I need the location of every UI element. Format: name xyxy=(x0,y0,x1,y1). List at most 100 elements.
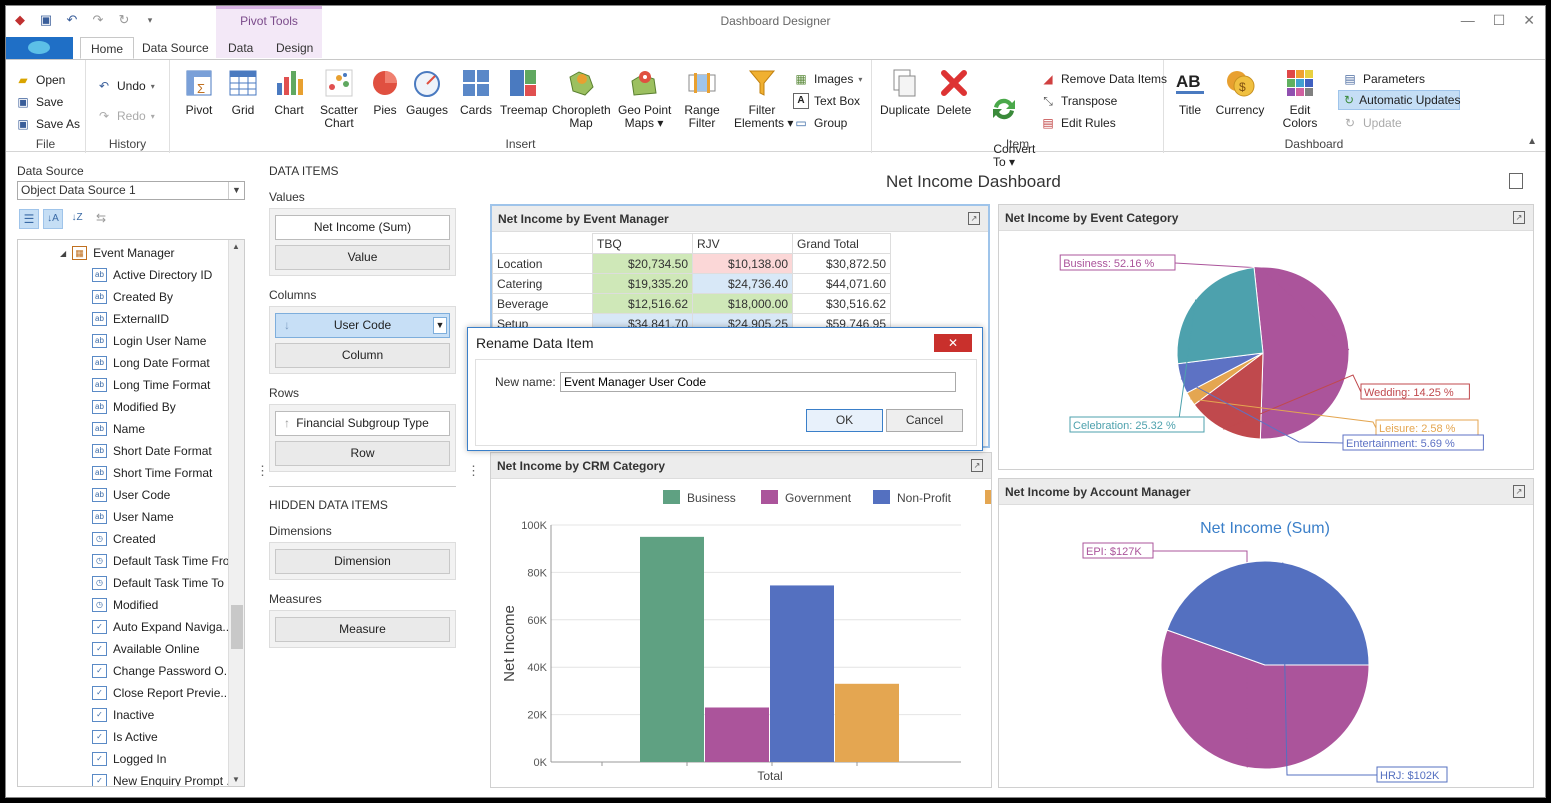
event-category-card[interactable]: Net Income by Event Category ↗ Business:… xyxy=(998,204,1534,470)
pivot-button[interactable]: Σ Pivot xyxy=(178,64,220,117)
pivot-col-header[interactable]: RJV xyxy=(692,233,793,254)
chevron-down-icon[interactable]: ▼ xyxy=(433,317,447,334)
scrollbar-thumb[interactable] xyxy=(231,605,243,649)
field-is-active[interactable]: ✓ Is Active xyxy=(92,726,158,748)
pivot-cell[interactable]: $19,335.20 xyxy=(592,273,693,294)
pivot-row-header[interactable]: Catering xyxy=(492,273,593,294)
export-icon[interactable]: ↗ xyxy=(968,212,980,225)
field-login-user-name[interactable]: ab Login User Name xyxy=(92,330,206,352)
automatic-updates-button[interactable]: ↻ Automatic Updates xyxy=(1338,90,1460,110)
title-button[interactable]: AB Title xyxy=(1172,64,1208,117)
range-filter-button[interactable]: Range Filter xyxy=(678,64,726,130)
field-new-enquiry-prompt[interactable]: ✓ New Enquiry Prompt ... xyxy=(92,770,236,786)
field-default-task-time-from[interactable]: ◷ Default Task Time From xyxy=(92,550,239,572)
tab-data-source[interactable]: Data Source xyxy=(142,41,209,55)
pie-slice[interactable] xyxy=(1176,266,1264,365)
account-manager-pie[interactable]: Net Income (Sum) EPI: $127K HRJ: $102K xyxy=(999,506,1533,788)
pies-button[interactable]: Pies xyxy=(368,64,402,117)
scroll-up-icon[interactable]: ▲ xyxy=(232,242,240,251)
field-name[interactable]: ab Name xyxy=(92,418,145,440)
images-button[interactable]: ▦ Images ▾ xyxy=(793,69,862,89)
duplicate-button[interactable]: Duplicate xyxy=(880,64,930,117)
field-short-time-format[interactable]: ab Short Time Format xyxy=(92,462,212,484)
group-by-type-icon[interactable]: ☰ xyxy=(19,209,39,229)
add-column-placeholder[interactable]: Column xyxy=(275,343,450,368)
convert-to-button[interactable]: Convert To ▾ xyxy=(980,64,1035,169)
cancel-button[interactable]: Cancel xyxy=(886,409,963,432)
data-source-select[interactable]: Object Data Source 1 ▼ xyxy=(17,181,245,200)
collapse-ribbon-icon[interactable]: ▲ xyxy=(1527,136,1537,147)
export-dashboard-icon[interactable] xyxy=(1509,173,1523,189)
add-row-placeholder[interactable]: Row xyxy=(275,441,450,466)
tab-home[interactable]: Home xyxy=(80,37,135,59)
pivot-cell[interactable]: $30,516.62 xyxy=(792,293,891,314)
edit-colors-button[interactable]: Edit Colors xyxy=(1272,64,1328,130)
bar-non-profit[interactable] xyxy=(770,585,834,762)
transpose-button[interactable]: ⤡ Transpose xyxy=(1040,91,1117,111)
pivot-cell[interactable]: $20,734.50 xyxy=(592,253,693,274)
field-long-date-format[interactable]: ab Long Date Format xyxy=(92,352,210,374)
export-icon[interactable]: ↗ xyxy=(1513,485,1525,498)
tree-root-event-manager[interactable]: ◢ ▦ Event Manager xyxy=(60,242,175,264)
undo-button[interactable]: ↶ Undo ▾ xyxy=(96,76,155,96)
splitter-handle-right[interactable]: ⋮ xyxy=(467,463,480,478)
field-available-online[interactable]: ✓ Available Online xyxy=(92,638,200,660)
update-button[interactable]: ↻ Update xyxy=(1342,113,1402,133)
open-button[interactable]: ▰ Open xyxy=(15,70,65,90)
save-icon[interactable]: ▣ xyxy=(39,12,53,27)
chart-button[interactable]: Chart xyxy=(268,64,310,117)
edit-rules-button[interactable]: ▤ Edit Rules xyxy=(1040,113,1115,133)
field-modified[interactable]: ◷ Modified xyxy=(92,594,158,616)
add-value-placeholder[interactable]: Value xyxy=(275,245,450,270)
pivot-row[interactable]: Beverage $12,516.62 $18,000.00 $30,516.62 xyxy=(492,293,891,314)
pivot-cell[interactable]: $18,000.00 xyxy=(692,293,793,314)
pivot-cell[interactable]: $24,736.40 xyxy=(692,273,793,294)
event-category-pie[interactable]: Business: 52.16 % Wedding: 14.25 % Leisure… xyxy=(999,232,1533,470)
undo-icon[interactable]: ↶ xyxy=(66,12,78,27)
save-as-button[interactable]: ▣ Save As xyxy=(15,114,80,134)
choropleth-map-button[interactable]: Choropleth Map xyxy=(552,64,611,130)
field-change-password-o[interactable]: ✓ Change Password O... xyxy=(92,660,234,682)
field-close-report-previe[interactable]: ✓ Close Report Previe... xyxy=(92,682,230,704)
field-externalid[interactable]: ab ExternalID xyxy=(92,308,169,330)
text-box-button[interactable]: A Text Box xyxy=(793,91,860,111)
column-item-user-code[interactable]: ↓ User Code ▼ xyxy=(275,313,450,338)
tree-scrollbar[interactable]: ▲ ▼ xyxy=(228,240,244,786)
pivot-cell[interactable]: $12,516.62 xyxy=(592,293,693,314)
pivot-row[interactable]: Catering $19,335.20 $24,736.40 $44,071.60 xyxy=(492,273,891,294)
grid-button[interactable]: Grid xyxy=(222,64,264,117)
gauges-button[interactable]: Gauges xyxy=(406,64,448,117)
field-inactive[interactable]: ✓ Inactive xyxy=(92,704,154,726)
field-short-date-format[interactable]: ab Short Date Format xyxy=(92,440,212,462)
tab-data[interactable]: Data xyxy=(228,41,254,55)
delete-button[interactable]: Delete xyxy=(932,64,976,117)
row-item-financial-subgroup[interactable]: ↑ Financial Subgroup Type xyxy=(275,411,450,436)
redo-icon[interactable]: ↷ xyxy=(92,12,104,27)
field-tree[interactable]: ◢ ▦ Event Manager ab Active Directory ID a… xyxy=(17,239,245,787)
pivot-cell[interactable]: $10,138.00 xyxy=(692,253,793,274)
account-manager-card[interactable]: Net Income by Account Manager ↗ Net Inco… xyxy=(998,478,1534,788)
bar-government[interactable] xyxy=(705,707,769,762)
field-default-task-time-to[interactable]: ◷ Default Task Time To xyxy=(92,572,224,594)
group-button[interactable]: ▭ Group xyxy=(793,113,847,133)
remove-data-items-button[interactable]: ◢ Remove Data Items xyxy=(1040,69,1167,89)
minimize-icon[interactable]: — xyxy=(1460,12,1475,28)
add-dimension-placeholder[interactable]: Dimension xyxy=(275,549,450,574)
customize-qat-icon[interactable]: ▾ xyxy=(147,15,153,25)
new-name-input[interactable] xyxy=(560,372,956,392)
bar-personal[interactable] xyxy=(835,683,899,762)
field-user-code[interactable]: ab User Code xyxy=(92,484,170,506)
pivot-row[interactable]: Location $20,734.50 $10,138.00 $30,872.50 xyxy=(492,253,891,274)
field-modified-by[interactable]: ab Modified By xyxy=(92,396,176,418)
redo-button[interactable]: ↷ Redo ▾ xyxy=(96,106,155,126)
cards-button[interactable]: Cards xyxy=(456,64,496,117)
pivot-grid[interactable]: TBQ RJV Grand Total Location $20,734.50 $1… xyxy=(492,233,891,334)
refresh-fields-icon[interactable]: ⇆ xyxy=(95,211,107,225)
geo-point-maps-button[interactable]: Geo Point Maps ▾ xyxy=(618,64,671,130)
field-created-by[interactable]: ab Created By xyxy=(92,286,173,308)
bar-business[interactable] xyxy=(640,536,704,762)
add-measure-placeholder[interactable]: Measure xyxy=(275,617,450,642)
crm-bar-chart[interactable]: BusinessGovernmentNon-ProfitPersonal0K20… xyxy=(491,480,991,788)
pivot-cell[interactable]: $44,071.60 xyxy=(792,273,891,294)
field-user-name[interactable]: ab User Name xyxy=(92,506,174,528)
